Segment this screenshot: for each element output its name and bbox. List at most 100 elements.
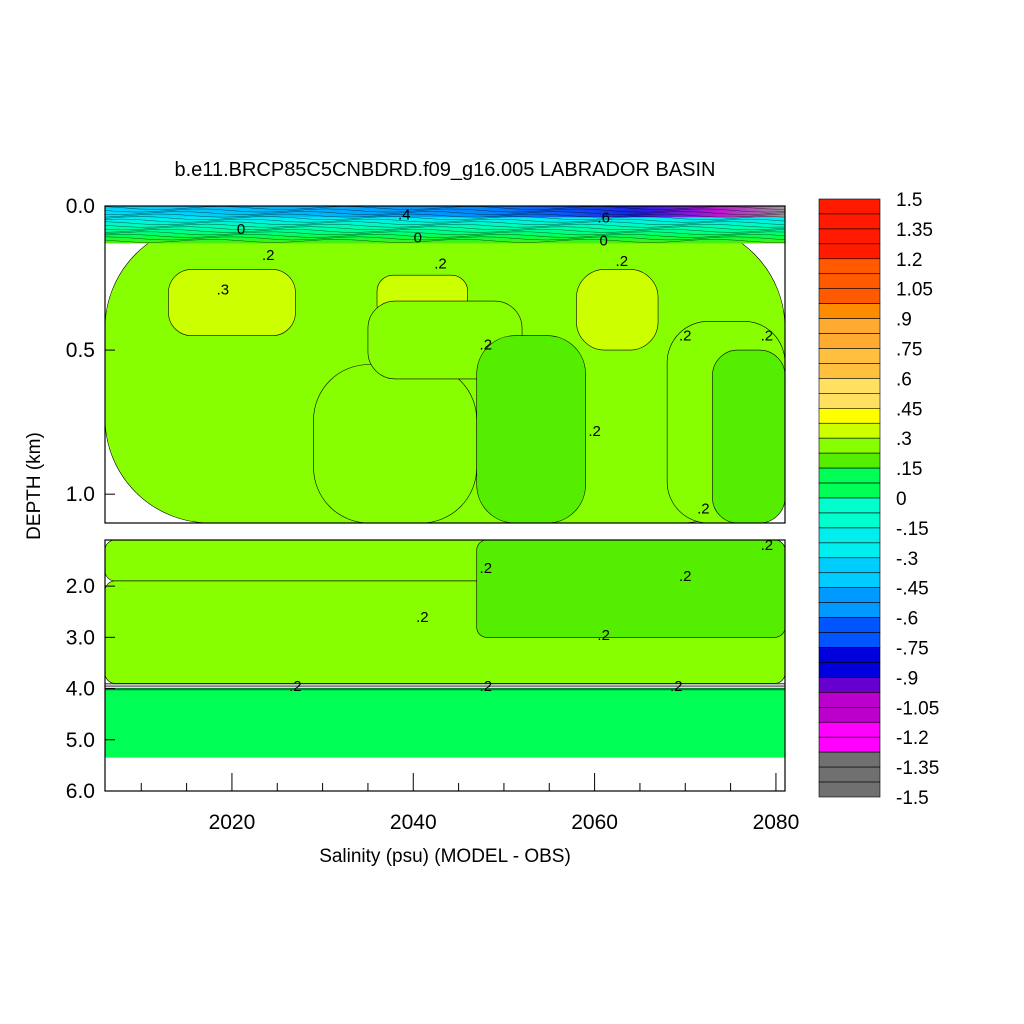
surface-contour-line <box>105 236 785 241</box>
colorbar-swatch <box>818 766 881 783</box>
colorbar-swatch <box>818 692 881 708</box>
contour-label: .4 <box>398 207 411 224</box>
colorbar-swatch <box>818 542 881 559</box>
surface-contour-line <box>105 206 785 210</box>
x-tick-label: 2040 <box>390 811 437 834</box>
y-axis-label: DEPTH (km) <box>24 432 45 540</box>
colorbar-swatch <box>818 736 881 753</box>
y-ticks-upper: 0.0 0.5 1.0 <box>66 195 115 506</box>
colorbar-label: .3 <box>896 429 912 450</box>
colorbar-swatch <box>818 348 881 364</box>
y-tick-label: 0.0 <box>66 195 95 218</box>
colorbar-swatch <box>818 333 881 349</box>
colorbar-label: 1.35 <box>896 220 933 241</box>
y-tick-label: 6.0 <box>66 780 95 803</box>
colorbar-swatch <box>818 393 881 409</box>
y-tick-label: 4.0 <box>66 678 95 701</box>
y-tick-label: 5.0 <box>66 729 95 752</box>
colorbar-label: -1.5 <box>896 788 929 809</box>
y-tick-label: 0.5 <box>66 339 95 362</box>
contour-label: 0 <box>237 221 245 238</box>
colorbar-swatch <box>818 407 881 424</box>
contour-label: .2 <box>480 678 493 695</box>
colorbar-swatch <box>818 228 881 245</box>
contour-label: .2 <box>679 328 692 345</box>
x-ticks: 2020 2040 2060 2080 <box>140 773 800 834</box>
contour-label: .2 <box>588 423 601 440</box>
colorbar-swatch <box>818 647 881 663</box>
colorbar-swatch <box>818 273 881 289</box>
colorbar-label: .75 <box>896 340 922 361</box>
surface-contour-line <box>105 208 785 213</box>
contour-label: .2 <box>679 568 692 585</box>
colorbar-swatch <box>818 781 881 798</box>
colorbar-label: 0 <box>896 489 907 510</box>
colorbar-swatch <box>818 572 881 588</box>
surface-contour-line <box>105 216 785 220</box>
colorbar-label: -.15 <box>896 519 929 540</box>
contour-region-upper-4 <box>313 364 478 523</box>
colorbar-swatch <box>818 751 881 768</box>
contour-label: .2 <box>416 609 429 626</box>
colorbar-swatch <box>818 617 881 633</box>
colorbar-swatch <box>818 437 881 454</box>
lower-panel-frame <box>104 539 786 792</box>
colorbar-label: -.6 <box>896 609 918 630</box>
x-tick-label: 2080 <box>753 811 800 834</box>
colorbar-label: -1.35 <box>896 758 939 779</box>
contour-label: 0 <box>414 230 422 247</box>
colorbar-swatch <box>818 452 881 469</box>
colorbar-label: 1.05 <box>896 280 933 301</box>
colorbar-swatch <box>818 288 881 304</box>
contour-label: .2 <box>761 537 774 554</box>
y-ticks-lower: 2.0 3.0 4.0 5.0 6.0 <box>66 575 115 803</box>
colorbar-label: -.9 <box>896 668 918 689</box>
colorbar-label: -.3 <box>896 549 918 570</box>
colorbar-swatch <box>818 213 881 230</box>
y-tick-label: 2.0 <box>66 575 95 598</box>
colorbar-swatch <box>818 363 881 379</box>
surface-contour-line <box>105 218 785 223</box>
colorbar-swatch <box>818 677 881 693</box>
contour-label: .2 <box>697 501 710 518</box>
y-tick-label: 1.0 <box>66 483 95 506</box>
surface-contour-line <box>105 231 785 236</box>
colorbar-swatch <box>818 706 881 723</box>
colorbar <box>818 198 881 798</box>
colorbar-swatch <box>818 497 881 514</box>
colorbar-swatch <box>818 721 881 738</box>
lower-depth-panel <box>104 539 786 792</box>
contour-label: 0 <box>599 233 607 250</box>
surface-contour-line <box>105 226 785 231</box>
contour-region-lower-3 <box>105 688 785 758</box>
colorbar-label: -.45 <box>896 579 929 600</box>
chart-title: b.e11.BRCP85C5CNBDRD.f09_g16.005 LABRADO… <box>175 159 716 181</box>
contour-label: .2 <box>434 256 447 273</box>
colorbar-swatch <box>818 258 881 275</box>
colorbar-swatch <box>818 467 881 484</box>
contour-label: .2 <box>761 328 774 345</box>
x-tick-label: 2020 <box>209 811 256 834</box>
colorbar-swatch <box>818 243 881 260</box>
contour-label: .6 <box>597 210 610 227</box>
colorbar-label: -1.2 <box>896 728 929 749</box>
colorbar-labels: 1.5 1.35 1.2 1.05 .9 .75 .6 .45 .3 .15 0 -.15 -.3 -.4… <box>896 190 939 809</box>
surface-contour-line <box>105 228 785 233</box>
contour-label: .2 <box>670 678 683 695</box>
colorbar-label: 1.5 <box>896 190 922 211</box>
colorbar-label: 1.2 <box>896 250 922 271</box>
colorbar-swatch <box>818 602 881 618</box>
x-axis-label: Salinity (psu) (MODEL - OBS) <box>319 846 571 867</box>
colorbar-label: .45 <box>896 399 922 420</box>
contour-region-upper-8 <box>712 349 785 523</box>
surface-contour-line <box>105 211 785 215</box>
colorbar-swatch <box>818 527 881 544</box>
no-data-area <box>105 757 785 791</box>
contour-label: .3 <box>217 282 230 299</box>
colorbar-swatch <box>818 632 881 648</box>
y-tick-label: 3.0 <box>66 626 95 649</box>
colorbar-swatch <box>818 318 881 334</box>
contour-label: .2 <box>480 560 493 577</box>
colorbar-swatch <box>818 512 881 529</box>
